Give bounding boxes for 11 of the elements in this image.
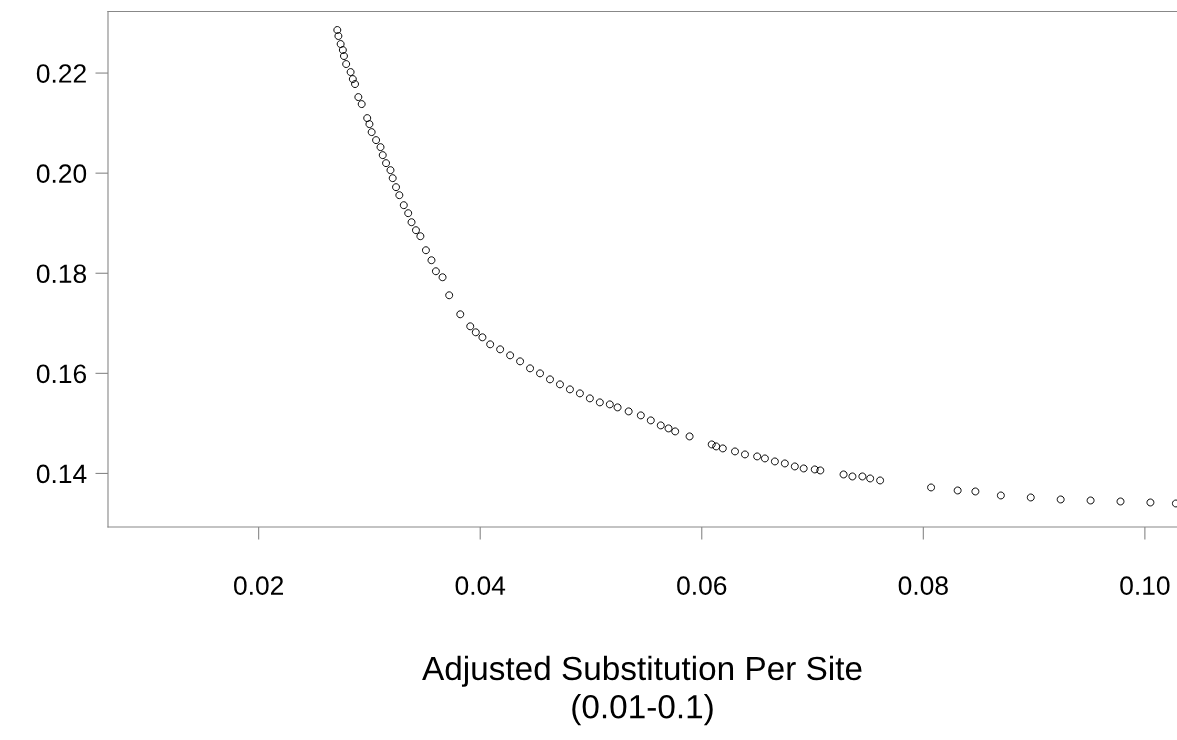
y-tick-label: 0.20 [36, 164, 87, 183]
y-tick-label: 0.14 [36, 464, 87, 484]
x-tick-label: 0.10 [1120, 576, 1170, 595]
x-axis-title: Adjusted Substitution Per Site (0.01-0.1) [422, 655, 862, 726]
y-tick-label: 0.22 [36, 64, 86, 83]
y-tick-label: 0.18 [36, 264, 87, 284]
x-tick-label: 0.08 [898, 576, 948, 595]
x-tick-label: 0.02 [234, 576, 284, 595]
y-tick-label: 0.16 [36, 364, 87, 384]
x-tick-label: 0.06 [677, 576, 727, 595]
x-tick-label: 0.04 [455, 576, 506, 595]
